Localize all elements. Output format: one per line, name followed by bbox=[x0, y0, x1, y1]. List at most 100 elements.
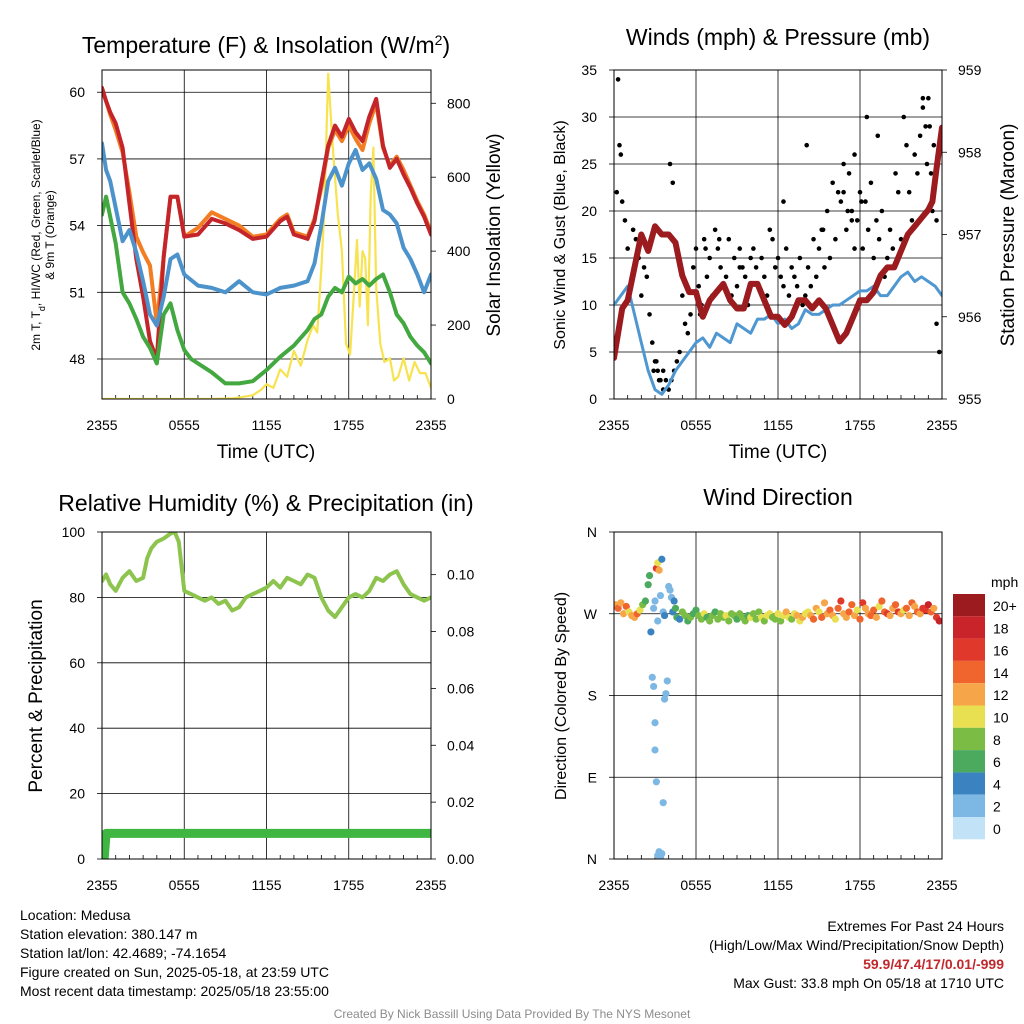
direction-point bbox=[752, 615, 760, 623]
gust-point bbox=[849, 218, 855, 223]
gust-point bbox=[887, 227, 893, 233]
series-line-2m-t bbox=[102, 85, 431, 361]
direction-point bbox=[666, 586, 674, 594]
data-layer-humidity bbox=[102, 532, 431, 859]
y-tick-label: 0 bbox=[77, 851, 85, 867]
x-tick-label: 2355 bbox=[926, 877, 957, 893]
y-tick-label: 15 bbox=[581, 250, 597, 266]
x-tick-label: 0555 bbox=[680, 417, 711, 433]
gust-point bbox=[805, 265, 811, 270]
gust-point bbox=[680, 293, 685, 298]
direction-point bbox=[831, 615, 840, 623]
direction-point bbox=[645, 572, 654, 580]
gust-point bbox=[893, 171, 898, 176]
legend-swatch bbox=[953, 817, 985, 840]
gust-point bbox=[797, 255, 803, 261]
y-tick-label: 40 bbox=[69, 720, 85, 736]
gust-point bbox=[811, 236, 816, 242]
gust-point bbox=[879, 208, 885, 214]
gust-point bbox=[639, 293, 644, 298]
gust-point bbox=[859, 199, 864, 204]
legend-label: 4 bbox=[993, 776, 1001, 792]
gust-point bbox=[703, 246, 708, 251]
direction-point bbox=[771, 615, 779, 623]
direction-point bbox=[916, 610, 924, 618]
station-latlon: Station lat/lon: 42.4689; -74.1654 bbox=[20, 945, 227, 961]
direction-point bbox=[859, 599, 867, 607]
gust-point bbox=[852, 152, 857, 157]
temperature-ylabel-part2: , HI/WC (Red, Green, Scarlet/Blue) bbox=[29, 119, 43, 306]
y2-tick-label: 0.10 bbox=[447, 567, 474, 583]
gust-point bbox=[833, 236, 838, 242]
legend-swatch bbox=[953, 772, 985, 795]
y-tick-label: 30 bbox=[581, 109, 597, 125]
gust-point bbox=[651, 368, 656, 374]
gust-point bbox=[690, 265, 696, 270]
y-tick-label: 25 bbox=[581, 156, 597, 172]
plot-border bbox=[101, 69, 432, 400]
gust-point bbox=[876, 236, 882, 242]
y-tick-label: 60 bbox=[69, 84, 85, 100]
y-tick-label: N bbox=[587, 851, 597, 867]
gust-point bbox=[895, 189, 901, 195]
direction-point bbox=[834, 604, 842, 612]
max-gust: Max Gust: 33.8 mph On 05/18 at 1710 UTC bbox=[733, 975, 1004, 991]
gust-point bbox=[748, 255, 753, 261]
y2-tick-label: 0.00 bbox=[447, 851, 474, 867]
gust-point bbox=[885, 255, 890, 261]
gust-point bbox=[701, 236, 707, 242]
direction-point bbox=[658, 555, 666, 563]
direction-point bbox=[636, 606, 644, 614]
gust-point bbox=[904, 142, 909, 148]
gust-point bbox=[868, 180, 874, 186]
gust-point bbox=[926, 95, 931, 101]
gust-point bbox=[841, 189, 846, 195]
gust-point bbox=[660, 368, 666, 374]
extremes-title: Extremes For Past 24 Hours bbox=[827, 918, 1004, 934]
direction-point bbox=[905, 611, 913, 620]
x-tick-label: 2355 bbox=[415, 877, 446, 893]
direction-point bbox=[652, 778, 660, 786]
plot-border bbox=[613, 69, 943, 400]
gust-point bbox=[726, 236, 732, 242]
direction-point bbox=[809, 615, 818, 623]
series-line-rh bbox=[102, 532, 431, 619]
legend-label: 14 bbox=[993, 665, 1009, 681]
gust-point bbox=[865, 227, 871, 233]
gust-point bbox=[845, 208, 850, 214]
legend-label: 10 bbox=[993, 710, 1009, 726]
winds-title: Winds (mph) & Pressure (mb) bbox=[626, 24, 930, 50]
gust-point bbox=[707, 255, 712, 261]
gust-point bbox=[890, 246, 896, 251]
gust-point bbox=[931, 142, 937, 148]
gust-point bbox=[860, 246, 866, 251]
x-tick-label: 2355 bbox=[926, 417, 957, 433]
wind-direction-ylabel: Direction (Colored By Speed) bbox=[553, 592, 570, 800]
gust-point bbox=[618, 152, 624, 157]
y2-tick-label: 959 bbox=[958, 62, 982, 78]
temperature-ylabel2: Solar Insolation (Yellow) bbox=[484, 133, 505, 336]
direction-point bbox=[850, 611, 859, 620]
winds-ylabel2: Station Pressure (Maroon) bbox=[998, 124, 1019, 347]
series-line-td bbox=[102, 141, 431, 328]
gust-point bbox=[808, 283, 814, 289]
humidity-ylabel: Percent & Precipitation bbox=[26, 599, 47, 792]
gust-point bbox=[792, 274, 797, 280]
y2-tick-label: 957 bbox=[958, 227, 982, 243]
direction-point bbox=[647, 628, 655, 636]
direction-point bbox=[755, 608, 763, 616]
legend-label: 0 bbox=[993, 821, 1001, 837]
gust-point bbox=[854, 218, 860, 223]
gust-point bbox=[677, 349, 682, 355]
direction-point bbox=[725, 617, 733, 625]
plot-border bbox=[613, 531, 943, 860]
y2-tick-label: 0.06 bbox=[447, 680, 474, 696]
direction-point bbox=[658, 849, 666, 858]
gust-point bbox=[759, 255, 764, 261]
gust-point bbox=[693, 246, 699, 251]
series-line-pressure bbox=[614, 124, 942, 361]
gust-point bbox=[800, 302, 805, 308]
series-line-precip bbox=[102, 828, 431, 859]
direction-point bbox=[660, 695, 669, 703]
